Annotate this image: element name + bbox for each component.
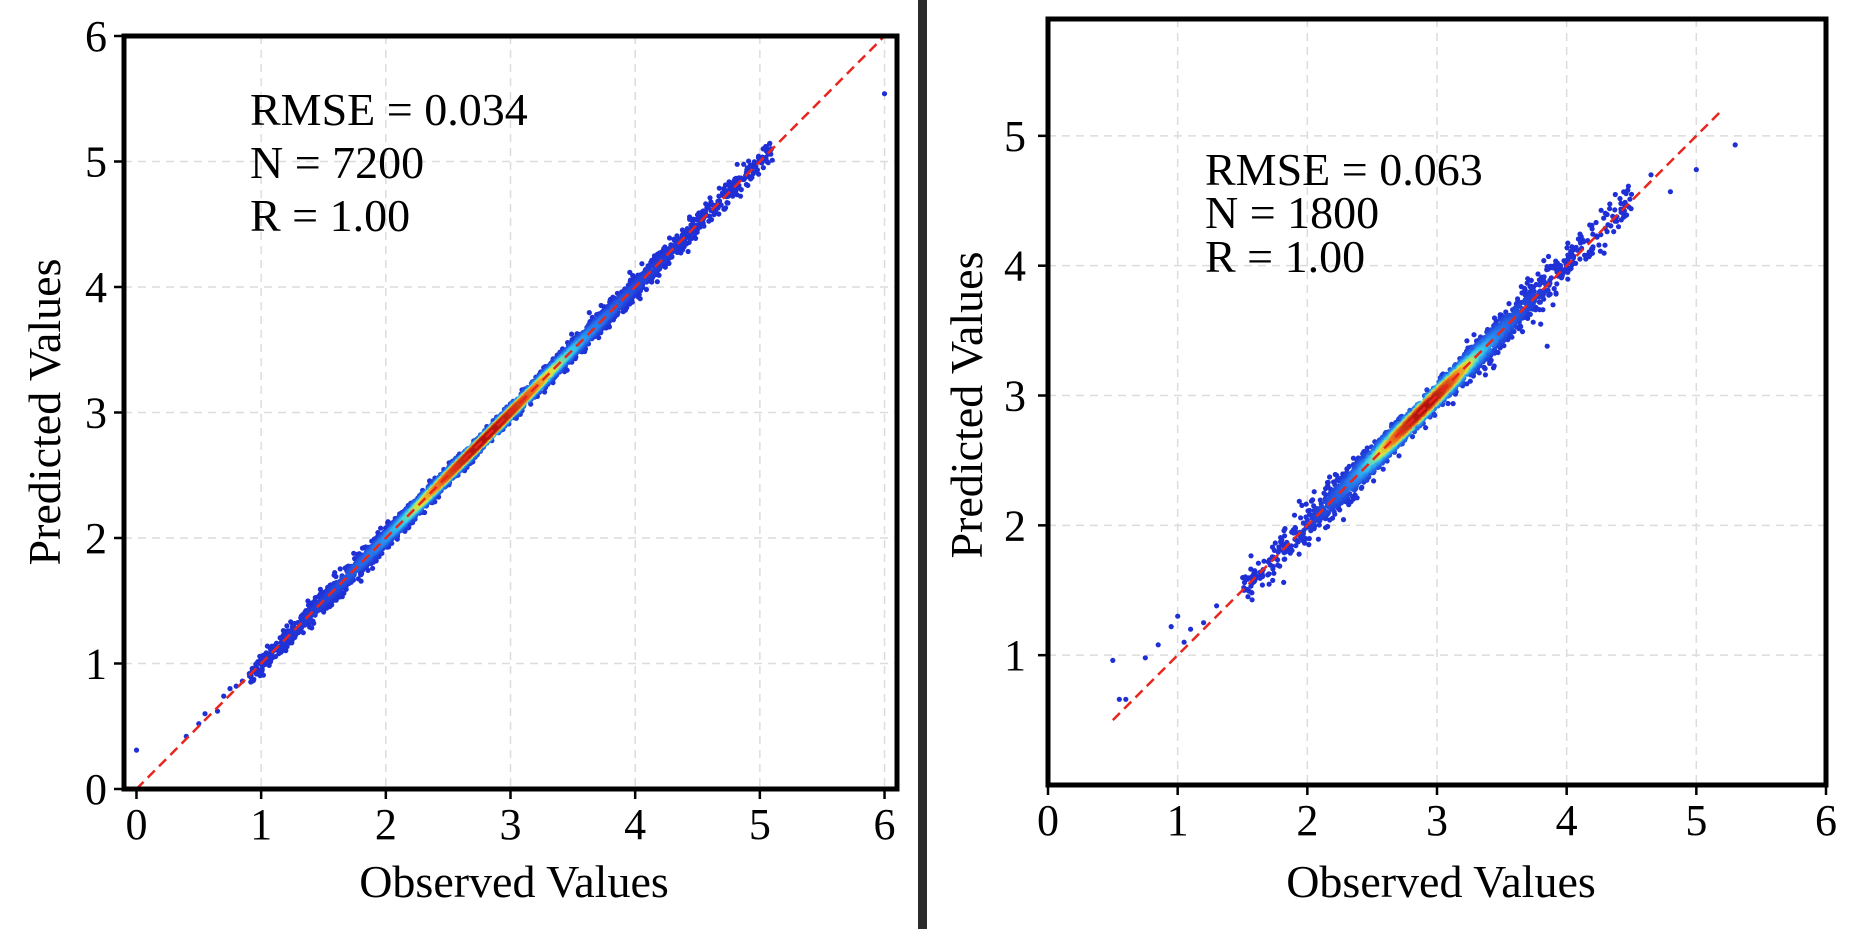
scatter-point	[707, 195, 713, 201]
scatter-point	[352, 556, 358, 562]
scatter-point	[355, 576, 361, 582]
scatter-point	[643, 286, 650, 293]
scatter-point	[746, 158, 752, 164]
scatter-point	[542, 389, 548, 395]
scatter-point	[734, 161, 740, 167]
scatter-point	[741, 161, 747, 167]
scatter-point	[769, 157, 775, 163]
scatter-point	[586, 310, 592, 316]
scatter-point	[724, 200, 730, 206]
scatter-point	[716, 193, 722, 199]
scatter-point	[284, 623, 290, 629]
scatter-point	[333, 574, 339, 580]
scatter-point	[654, 279, 660, 285]
scatter-point	[569, 331, 575, 337]
scatter-point	[378, 525, 384, 531]
scatter-point	[717, 198, 723, 204]
scatter-point	[751, 169, 757, 175]
scatter-point	[766, 141, 773, 147]
scatter-point	[666, 235, 673, 241]
scatter-point	[716, 185, 722, 191]
scatter-point	[721, 206, 727, 212]
scatter-point	[760, 165, 767, 171]
scatter-point	[337, 566, 343, 572]
scatter-point	[706, 218, 712, 224]
scatter-point	[317, 586, 323, 593]
scatter-point	[738, 175, 744, 181]
scatter-point	[370, 565, 376, 571]
scatter-point	[639, 261, 645, 267]
scatter-point	[685, 248, 691, 255]
scatter-point	[738, 187, 744, 193]
scatter-point	[743, 181, 750, 188]
